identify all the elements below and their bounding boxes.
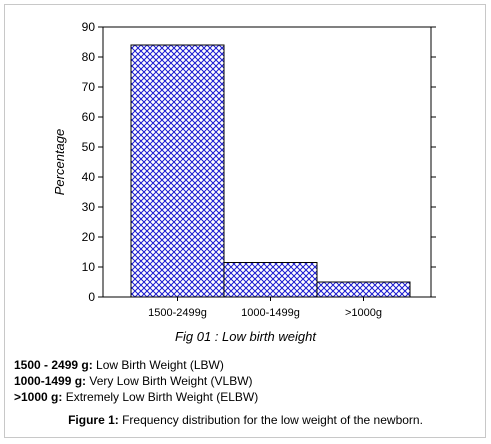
y-tick-label: 60 [82,110,96,124]
y-tick-label: 0 [88,290,95,304]
y-axis-label: Percentage [52,129,67,196]
figure-frame [4,4,486,438]
legend-row-lbw: 1500 - 2499 g: Low Birth Weight (LBW) [14,357,258,373]
legend: 1500 - 2499 g: Low Birth Weight (LBW) 10… [14,357,258,405]
y-tick-label: 50 [82,140,96,154]
bar-chart: 0 10 20 30 40 50 60 70 80 90 1500-2499g 1000-1499g >… [52,20,436,319]
y-tick-label: 10 [82,260,96,274]
legend-text: Low Birth Weight (LBW) [92,358,224,372]
y-tick-label: 90 [82,20,96,34]
x-tick-label: >1000g [345,307,382,319]
legend-key: >1000 g: [14,390,63,404]
legend-key: 1000-1499 g: [14,374,87,388]
chart-caption: Fig 01 : Low birth weight [175,329,316,344]
y-tick-label: 80 [82,50,96,64]
x-tick-label: 1000-1499g [241,307,300,319]
legend-text: Extremely Low Birth Weight (ELBW) [62,390,259,404]
legend-row-vlbw: 1000-1499 g: Very Low Birth Weight (VLBW… [14,373,258,389]
y-tick-label: 30 [82,200,96,214]
legend-text: Very Low Birth Weight (VLBW) [86,374,253,388]
legend-key: 1500 - 2499 g: [14,358,93,372]
bar [130,44,225,298]
y-tick-label: 20 [82,230,96,244]
legend-row-elbw: >1000 g: Extremely Low Birth Weight (ELB… [14,389,258,405]
y-tick-label: 70 [82,80,96,94]
figure-caption: Figure 1: Frequency distribution for the… [0,413,491,427]
figure-label: Figure 1: [68,413,119,427]
x-tick-label: 1500-2499g [148,307,207,319]
figure-text: Frequency distribution for the low weigh… [118,413,423,427]
bar [223,262,318,298]
bar [316,281,411,298]
y-tick-label: 40 [82,170,96,184]
